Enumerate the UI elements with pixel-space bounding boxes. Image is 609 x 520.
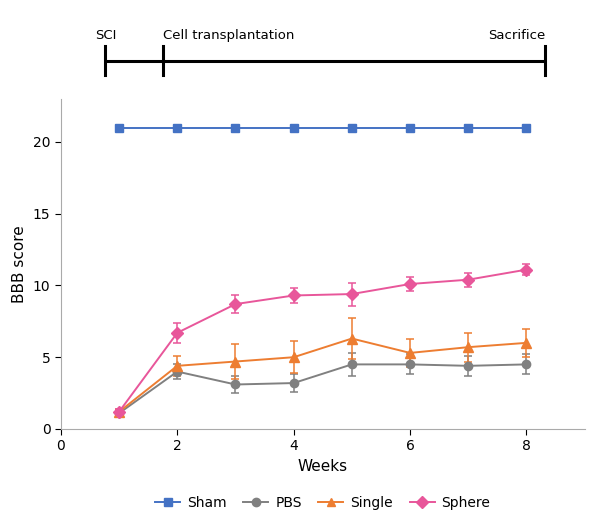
Text: Cell transplantation: Cell transplantation [163, 29, 294, 42]
X-axis label: Weeks: Weeks [298, 459, 348, 474]
Y-axis label: BBB score: BBB score [12, 225, 27, 303]
Text: Sacrifice: Sacrifice [488, 29, 546, 42]
Text: SCI: SCI [95, 29, 116, 42]
Legend: Sham, PBS, Single, Sphere: Sham, PBS, Single, Sphere [150, 490, 496, 515]
